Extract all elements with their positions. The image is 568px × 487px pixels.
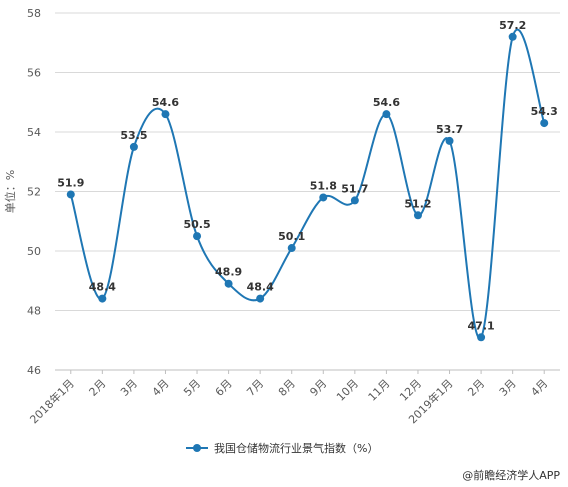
data-point — [256, 294, 265, 303]
data-labels: 51.9 48.4 53.5 54.6 50.5 48.9 48.4 50.1 51.8 51.7… — [57, 19, 558, 332]
data-point — [382, 110, 391, 119]
legend: 我国仓储物流行业景气指数（%） — [186, 441, 378, 455]
x-tick-label: 3月 — [497, 377, 519, 399]
legend-dot-marker — [193, 444, 201, 452]
x-tick-label: 4月 — [150, 377, 172, 399]
y-tick-label: 54 — [27, 126, 41, 139]
y-tick-label: 46 — [27, 364, 41, 377]
x-tick-label: 9月 — [307, 377, 329, 399]
x-tick-label: 7月 — [244, 377, 266, 399]
data-point — [98, 294, 107, 303]
data-point — [129, 142, 138, 151]
data-points — [66, 32, 549, 342]
data-label: 48.9 — [215, 266, 242, 279]
x-tick-label: 2月 — [465, 377, 487, 399]
data-label: 51.2 — [404, 197, 431, 210]
x-tick-label: 2月 — [87, 377, 109, 399]
x-tick-label: 5月 — [181, 377, 203, 399]
y-axis-label: 单位：% — [3, 170, 17, 213]
data-label: 48.4 — [247, 281, 274, 294]
data-point — [445, 136, 454, 145]
data-point — [287, 244, 296, 253]
data-label: 50.5 — [183, 218, 210, 231]
data-label: 47.1 — [468, 319, 495, 332]
data-label: 54.6 — [152, 96, 179, 109]
x-tick-label: 12月 — [397, 377, 424, 404]
x-tick-label: 8月 — [276, 377, 298, 399]
y-tick-label: 56 — [27, 67, 41, 80]
data-point — [66, 190, 75, 199]
data-label: 54.6 — [373, 96, 400, 109]
data-point — [350, 196, 359, 205]
y-tick-label: 52 — [27, 186, 41, 199]
source-credit: @前瞻经济学人APP — [462, 469, 560, 482]
y-axis-ticks: 46 48 50 52 54 56 58 — [27, 7, 41, 377]
x-tick-label: 6月 — [213, 377, 235, 399]
data-point — [508, 32, 517, 41]
data-label: 51.9 — [57, 176, 84, 189]
y-tick-label: 58 — [27, 7, 41, 20]
x-tick-label: 11月 — [366, 377, 393, 404]
data-point — [477, 333, 486, 342]
y-tick-label: 50 — [27, 245, 41, 258]
data-point — [413, 211, 422, 220]
data-point — [193, 232, 202, 241]
data-label: 50.1 — [278, 230, 305, 243]
data-label: 53.7 — [436, 123, 463, 136]
data-point — [319, 193, 328, 202]
data-label: 57.2 — [499, 19, 526, 32]
x-tick-label: 3月 — [118, 377, 140, 399]
x-tick-label: 10月 — [334, 377, 361, 404]
x-tick-label: 2018年1月 — [27, 376, 77, 426]
series-line — [69, 28, 546, 340]
data-label: 51.8 — [310, 179, 337, 192]
data-label: 51.7 — [341, 182, 368, 195]
data-label: 53.5 — [120, 129, 147, 142]
y-tick-label: 48 — [27, 305, 41, 318]
x-tick-label: 4月 — [528, 377, 550, 399]
data-point — [161, 110, 170, 119]
legend-label: 我国仓储物流行业景气指数（%） — [214, 441, 378, 455]
data-label: 48.4 — [89, 281, 116, 294]
data-label: 54.3 — [531, 105, 558, 118]
data-point — [540, 119, 549, 128]
data-point — [224, 279, 233, 288]
